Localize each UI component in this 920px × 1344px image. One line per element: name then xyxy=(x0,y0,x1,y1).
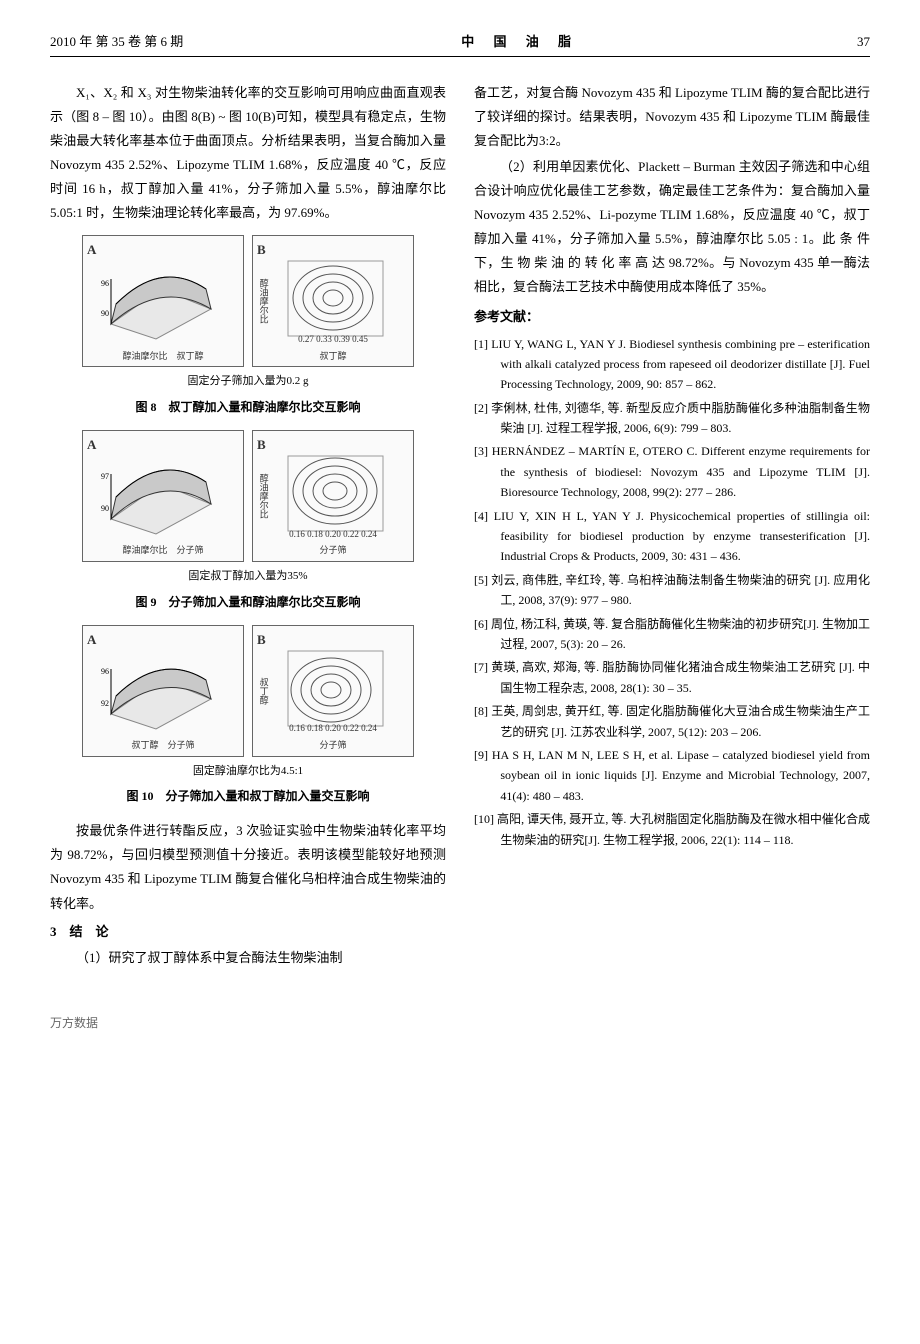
running-header: 2010 年 第 35 卷 第 6 期 中 国 油 脂 37 xyxy=(50,30,870,57)
svg-text:90: 90 xyxy=(101,309,109,318)
surface-plot-icon: 96 90 xyxy=(101,254,221,344)
paragraph: （1）研究了叔丁醇体系中复合酶法生物柴油制 xyxy=(50,946,446,970)
reference-item: [2] 李俐林, 杜伟, 刘德华, 等. 新型反应介质中脂肪酶催化多种油脂制备生… xyxy=(474,398,870,439)
reference-item: [8] 王英, 周剑忠, 黄开红, 等. 固定化脂肪酶催化大豆油合成生物柴油生产… xyxy=(474,701,870,742)
panel-label: B xyxy=(257,628,266,652)
fig8-panel-a: A 96 90 醇油摩尔比 叔丁醇 xyxy=(82,235,244,367)
paragraph: 备工艺，对复合酶 Novozym 435 和 Lipozyme TLIM 酶的复… xyxy=(474,81,870,153)
reference-item: [5] 刘云, 商伟胜, 辛红玲, 等. 乌桕梓油酶法制备生物柴油的研究 [J]… xyxy=(474,570,870,611)
header-left: 2010 年 第 35 卷 第 6 期 xyxy=(50,30,183,54)
reference-item: [10] 高阳, 谭天伟, 聂开立, 等. 大孔树脂固定化脂肪酶及在微水相中催化… xyxy=(474,809,870,850)
svg-text:90: 90 xyxy=(101,504,109,513)
references-heading: 参考文献： xyxy=(474,305,870,329)
paragraph: 按最优条件进行转酯反应，3 次验证实验中生物柴油转化率平均为 98.72%，与回… xyxy=(50,819,446,915)
figure-10: A 96 92 叔丁醇 分子筛 B xyxy=(50,625,446,808)
surface-plot-icon: 97 90 xyxy=(101,449,221,539)
header-center: 中 国 油 脂 xyxy=(461,30,579,54)
fig10-panel-b: B 叔丁醇 0.16 0.18 0.20 0.22 0.24分子筛 xyxy=(252,625,414,757)
fig9-panel-a: A 97 90 醇油摩尔比 分子筛 xyxy=(82,430,244,562)
figure-9: A 97 90 醇油摩尔比 分子筛 B xyxy=(50,430,446,613)
reference-item: [6] 周位, 杨江科, 黄瑛, 等. 复合脂肪酶催化生物柴油的初步研究[J].… xyxy=(474,614,870,655)
left-column: X₁、X₂ 和 X₃ 对生物柴油转化率的交互影响可用响应曲面直观表示（图 8 –… xyxy=(50,81,446,972)
panel-label: B xyxy=(257,433,266,457)
surface-plot-icon: 96 92 xyxy=(101,644,221,734)
panel-label: B xyxy=(257,238,266,262)
reference-item: [1] LIU Y, WANG L, YAN Y J. Biodiesel sy… xyxy=(474,334,870,395)
svg-text:96: 96 xyxy=(101,667,109,676)
panel-label: A xyxy=(87,238,96,262)
svg-text:92: 92 xyxy=(101,699,109,708)
figure-title: 图 10 分子筛加入量和叔丁醇加入量交互影响 xyxy=(50,785,446,807)
panel-label: A xyxy=(87,628,96,652)
figure-8: A 96 90 醇油摩尔比 叔丁醇 B xyxy=(50,235,446,418)
svg-text:97: 97 xyxy=(101,472,109,481)
figure-caption: 固定叔丁醇加入量为35% xyxy=(50,568,446,585)
figure-title: 图 8 叔丁醇加入量和醇油摩尔比交互影响 xyxy=(50,396,446,418)
fig8-panel-b: B 醇油摩尔比 0.27 0.33 0.39 0.45叔丁醇 xyxy=(252,235,414,367)
panel-label: A xyxy=(87,433,96,457)
reference-item: [9] HA S H, LAN M N, LEE S H, et al. Lip… xyxy=(474,745,870,806)
svg-text:96: 96 xyxy=(101,279,109,288)
references-list: [1] LIU Y, WANG L, YAN Y J. Biodiesel sy… xyxy=(474,334,870,850)
fig9-panel-b: B 醇油摩尔比 0.16 0.18 0.20 0.22 0.24分子筛 xyxy=(252,430,414,562)
reference-item: [4] LIU Y, XIN H L, YAN Y J. Physicochem… xyxy=(474,506,870,567)
reference-item: [3] HERNÁNDEZ – MARTÍN E, OTERO C. Diffe… xyxy=(474,441,870,502)
reference-item: [7] 黄瑛, 高欢, 郑海, 等. 脂肪酶协同催化猪油合成生物柴油工艺研究 [… xyxy=(474,657,870,698)
right-column: 备工艺，对复合酶 Novozym 435 和 Lipozyme TLIM 酶的复… xyxy=(474,81,870,972)
figure-title: 图 9 分子筛加入量和醇油摩尔比交互影响 xyxy=(50,591,446,613)
figure-caption: 固定醇油摩尔比为4.5:1 xyxy=(50,763,446,780)
section-heading: 3 结 论 xyxy=(50,920,446,944)
figure-caption: 固定分子筛加入量为0.2 g xyxy=(50,373,446,390)
paragraph: X₁、X₂ 和 X₃ 对生物柴油转化率的交互影响可用响应曲面直观表示（图 8 –… xyxy=(50,81,446,225)
footer-watermark: 万方数据 xyxy=(50,1012,870,1034)
paragraph: （2）利用单因素优化、Plackett – Burman 主效因子筛选和中心组合… xyxy=(474,155,870,299)
page-number: 37 xyxy=(857,30,870,54)
fig10-panel-a: A 96 92 叔丁醇 分子筛 xyxy=(82,625,244,757)
